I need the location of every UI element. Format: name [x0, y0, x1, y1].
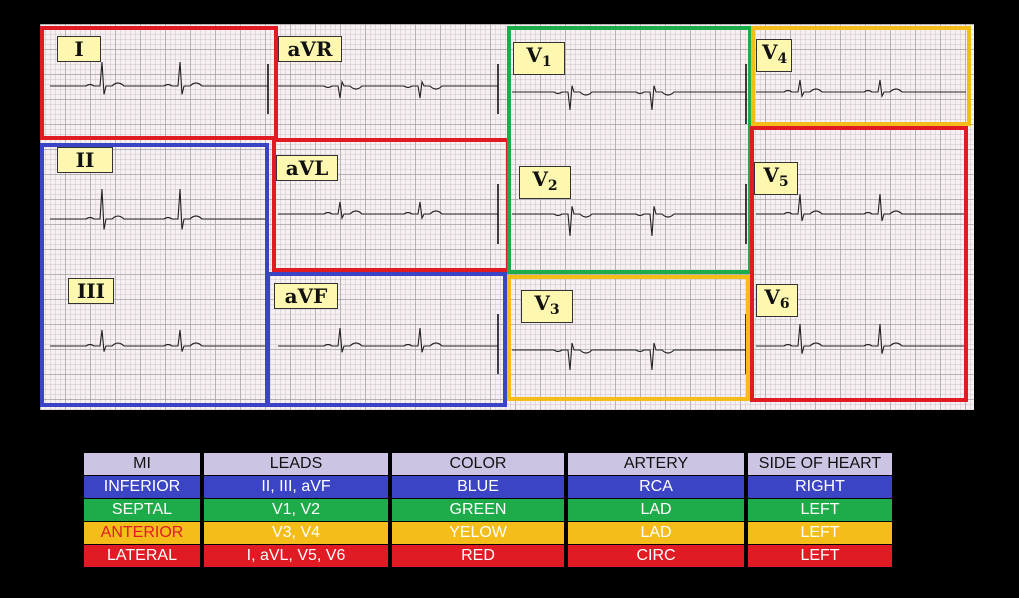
lead-label-v1: V1	[513, 42, 565, 75]
lead-label-i: I	[57, 36, 101, 62]
cell-leads: V3, V4	[204, 522, 388, 544]
lead-label-v6-sub: 6	[779, 296, 790, 312]
ecg-trace-v3	[512, 342, 746, 371]
lead-label-v5-text: V	[763, 163, 779, 187]
header-color: COLOR	[392, 453, 564, 475]
header-side-of-heart: SIDE OF HEART	[748, 453, 892, 475]
region-inferior	[40, 143, 269, 407]
lead-label-avl-text: aVL	[285, 156, 329, 180]
lead-label-v3-text: V	[534, 291, 550, 315]
cell-color: RED	[392, 545, 564, 567]
lead-label-avf: aVF	[274, 283, 338, 309]
legend-row-inferior: INFERIOR II, III, aVF BLUE RCA RIGHT	[84, 476, 892, 498]
cell-mi: SEPTAL	[84, 499, 200, 521]
lead-label-iii-text: III	[76, 279, 106, 303]
cell-mi: ANTERIOR	[84, 522, 200, 544]
lead-label-iii: III	[68, 278, 114, 304]
cell-mi: INFERIOR	[84, 476, 200, 498]
cell-artery: LAD	[568, 522, 744, 544]
ecg-trace-v4	[756, 79, 966, 99]
cell-color: YELOW	[392, 522, 564, 544]
ecg-trace-v5	[756, 193, 966, 222]
lead-label-avl: aVL	[276, 155, 338, 181]
lead-label-avr: aVR	[278, 36, 342, 62]
region-v4	[751, 26, 971, 126]
lead-label-v5-sub: 5	[778, 174, 789, 190]
lead-label-v4-sub: 4	[777, 51, 788, 67]
lead-label-v6-text: V	[764, 285, 780, 309]
ecg-trace-ii	[50, 188, 268, 230]
region-avf	[266, 272, 507, 407]
region-v3	[507, 275, 750, 401]
lead-label-v2: V2	[519, 166, 571, 199]
mi-legend-table: MI LEADS COLOR ARTERY SIDE OF HEART INFE…	[80, 452, 896, 568]
lead-label-i-text: I	[74, 37, 84, 61]
cell-mi: LATERAL	[84, 545, 200, 567]
cell-side: RIGHT	[748, 476, 892, 498]
legend-row-septal: SEPTAL V1, V2 GREEN LAD LEFT	[84, 499, 892, 521]
lead-label-v6: V6	[756, 284, 798, 317]
legend-header-row: MI LEADS COLOR ARTERY SIDE OF HEART	[84, 453, 892, 475]
cell-artery: CIRC	[568, 545, 744, 567]
cell-side: LEFT	[748, 545, 892, 567]
lead-label-v1-text: V	[526, 43, 542, 67]
lead-label-v2-text: V	[532, 167, 548, 191]
ecg-trace-i	[50, 61, 268, 95]
header-artery: ARTERY	[568, 453, 744, 475]
cell-side: LEFT	[748, 499, 892, 521]
ecg-trace-avl	[278, 201, 498, 221]
legend-row-lateral: LATERAL I, aVL, V5, V6 RED CIRC LEFT	[84, 545, 892, 567]
lead-label-v2-sub: 2	[547, 178, 558, 194]
lead-label-avf-text: aVF	[284, 284, 328, 308]
cell-artery: LAD	[568, 499, 744, 521]
lead-label-ii: II	[57, 147, 113, 173]
region-lead-i	[40, 26, 278, 140]
lead-label-ii-text: II	[75, 148, 95, 172]
lead-label-v4-text: V	[762, 40, 778, 64]
cell-side: LEFT	[748, 522, 892, 544]
ecg-trace-v2	[512, 206, 746, 237]
region-v5-v6	[750, 126, 968, 402]
ecg-trace-avr	[278, 79, 498, 99]
lead-label-avr-text: aVR	[287, 37, 333, 61]
cell-color: GREEN	[392, 499, 564, 521]
ecg-panel: I aVR V1 V4 II aVL V2 V5 III aVF V3 V6	[40, 24, 974, 410]
cell-leads: II, III, aVF	[204, 476, 388, 498]
lead-label-v4: V4	[756, 39, 792, 72]
lead-label-v5: V5	[754, 162, 798, 195]
ecg-trace-avf	[278, 327, 498, 353]
cell-artery: RCA	[568, 476, 744, 498]
lead-label-v3: V3	[521, 290, 573, 323]
lead-label-v3-sub: 3	[549, 302, 560, 318]
header-leads: LEADS	[204, 453, 388, 475]
ecg-trace-v1	[512, 85, 746, 111]
legend-row-anterior: ANTERIOR V3, V4 YELOW LAD LEFT	[84, 522, 892, 544]
ecg-trace-iii	[50, 329, 268, 352]
cell-color: BLUE	[392, 476, 564, 498]
lead-label-v1-sub: 1	[541, 54, 552, 70]
cell-leads: V1, V2	[204, 499, 388, 521]
ecg-trace-v6	[756, 323, 966, 354]
header-mi: MI	[84, 453, 200, 475]
cell-leads: I, aVL, V5, V6	[204, 545, 388, 567]
